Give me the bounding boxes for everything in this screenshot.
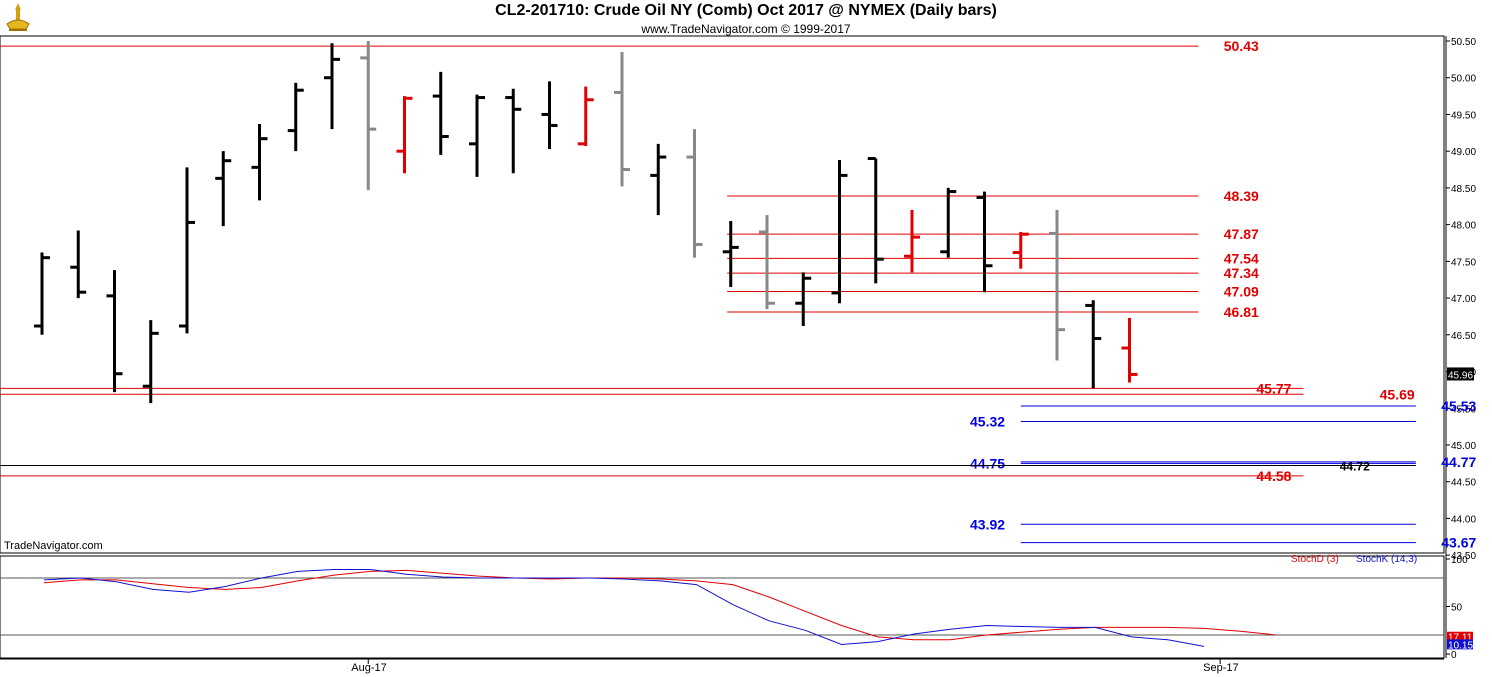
ohlc-bar xyxy=(976,191,993,293)
ohlc-bar xyxy=(867,157,884,284)
ohlc-bar xyxy=(432,71,449,155)
last-price-marker xyxy=(1447,367,1474,381)
chart-subtitle: www.TradeNavigator.com © 1999-2017 xyxy=(641,22,851,36)
price-tick-label: 50.50 xyxy=(1451,37,1476,48)
ohlc-bar xyxy=(904,209,920,273)
ohlc-bar xyxy=(70,230,87,299)
level-label: 43.92 xyxy=(970,516,1005,532)
level-label: 45.53 xyxy=(1441,398,1476,414)
ohlc-bar xyxy=(396,96,413,174)
ohlc-bar xyxy=(287,82,304,152)
level-label: 47.87 xyxy=(1224,226,1259,242)
ohlc-bar xyxy=(1085,300,1102,389)
ohlc-bar xyxy=(251,123,268,201)
level-label: 44.58 xyxy=(1256,468,1291,484)
ohlc-bar xyxy=(577,86,594,147)
stochk-line xyxy=(43,569,1205,647)
level-label: 44.77 xyxy=(1441,454,1476,470)
ohlc-bar xyxy=(360,41,377,191)
ohlc-bar xyxy=(795,272,812,326)
chart-title: CL2-201710: Crude Oil NY (Comb) Oct 2017… xyxy=(495,2,997,19)
time-tick-label: Aug-17 xyxy=(351,662,386,674)
level-label: 45.77 xyxy=(1256,380,1291,396)
stoch-tick-label: 50 xyxy=(1451,603,1463,614)
ohlc-bar xyxy=(215,151,232,227)
level-label: 47.54 xyxy=(1224,250,1259,266)
ohlc-bar xyxy=(34,252,50,335)
price-tick-label: 44.00 xyxy=(1451,514,1476,525)
ohlc-bar xyxy=(179,167,195,334)
price-tick-label: 47.50 xyxy=(1451,257,1476,268)
stochd-last-marker xyxy=(1447,631,1473,643)
level-label: 45.69 xyxy=(1380,386,1415,402)
stochk-last-marker xyxy=(1447,639,1473,650)
ohlc-bar xyxy=(541,81,558,149)
price-tick-label: 44.50 xyxy=(1451,478,1476,489)
ohlc-bar xyxy=(469,94,485,177)
level-label: 44.72 xyxy=(1340,460,1370,474)
stochd-last-label: 17.11 xyxy=(1448,633,1473,644)
price-plot-frame xyxy=(0,35,1445,554)
stochd-legend: StochD (3) xyxy=(1291,554,1339,565)
price-tick-label: 49.50 xyxy=(1451,110,1476,121)
price-tick-label: 50.00 xyxy=(1451,74,1476,85)
stochk-last-label: 10.15 xyxy=(1448,640,1473,651)
level-label: 47.09 xyxy=(1224,283,1259,299)
price-tick-label: 46.50 xyxy=(1451,331,1476,342)
ohlc-bar xyxy=(650,143,667,216)
level-label: 45.32 xyxy=(970,413,1005,429)
stochd-line xyxy=(43,569,1277,641)
stoch-tick-label: 100 xyxy=(1451,555,1468,566)
ohlc-bar xyxy=(142,320,159,404)
price-tick-label: 47.00 xyxy=(1451,294,1476,305)
price-tick-label: 43.50 xyxy=(1451,551,1476,562)
ohlc-bar xyxy=(940,187,957,258)
ohlc-bar xyxy=(1121,317,1138,383)
ohlc-bar xyxy=(686,129,703,258)
ohlc-bar xyxy=(106,270,123,393)
ohlc-bar xyxy=(324,43,340,130)
stochk-legend: StochK (14,3) xyxy=(1356,554,1418,565)
ohlc-bar xyxy=(614,52,630,187)
price-tick-label: 48.50 xyxy=(1451,184,1476,195)
stoch-tick-label: 0 xyxy=(1451,650,1457,661)
ohlc-bar xyxy=(722,220,739,288)
logo-icon xyxy=(6,3,30,31)
level-label: 46.81 xyxy=(1224,304,1259,320)
level-label: 44.75 xyxy=(970,455,1005,471)
level-label: 48.39 xyxy=(1224,188,1259,204)
last-price-label: 45.96 xyxy=(1448,370,1473,381)
ohlc-bar xyxy=(505,88,522,174)
time-tick-label: Sep-17 xyxy=(1203,662,1238,674)
ohlc-bar xyxy=(759,215,775,310)
price-tick-label: 48.00 xyxy=(1451,221,1476,232)
price-tick-label: 49.00 xyxy=(1451,147,1476,158)
level-label: 50.43 xyxy=(1224,38,1259,54)
price-tick-label: 45.50 xyxy=(1451,404,1476,415)
ohlc-bar xyxy=(1012,231,1029,269)
ohlc-bar xyxy=(1049,209,1065,361)
price-tick-label: 45.00 xyxy=(1451,441,1476,452)
stoch-plot-frame xyxy=(0,555,1445,659)
level-label: 43.67 xyxy=(1441,535,1476,551)
level-label: 47.34 xyxy=(1224,265,1259,281)
ohlc-bar xyxy=(831,159,848,304)
watermark-label: TradeNavigator.com xyxy=(4,540,103,552)
